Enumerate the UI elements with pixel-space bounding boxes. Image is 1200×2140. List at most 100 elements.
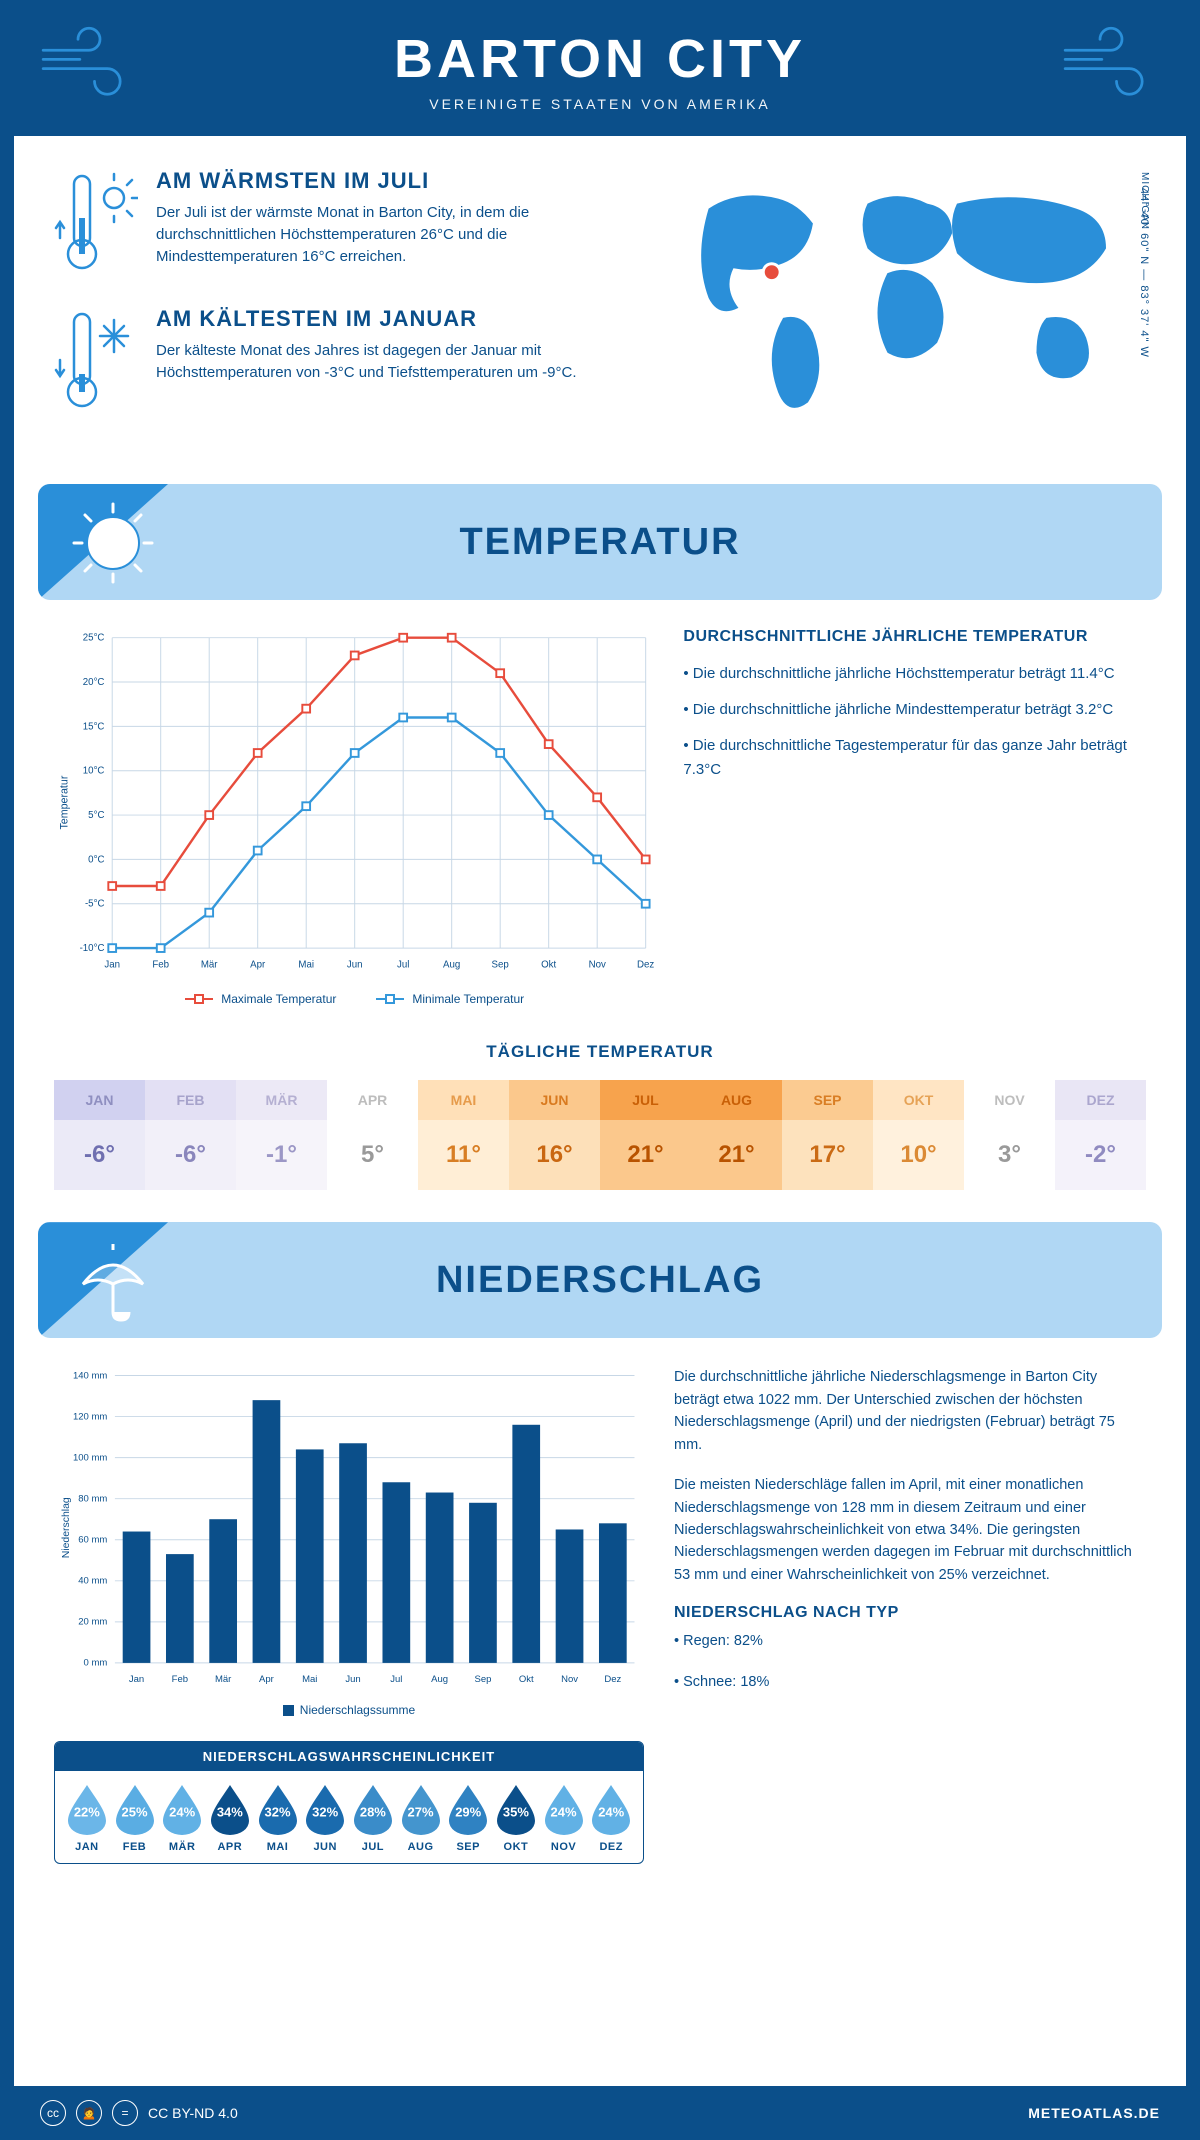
warmest-fact: AM WÄRMSTEN IM JULI Der Juli ist der wär… [54, 168, 625, 278]
svg-text:140 mm: 140 mm [73, 1371, 107, 1382]
svg-text:Aug: Aug [431, 1674, 448, 1685]
svg-text:Sep: Sep [474, 1674, 491, 1685]
nd-icon: = [112, 2100, 138, 2126]
prob-cell: 28%JUL [349, 1783, 397, 1853]
svg-text:Okt: Okt [519, 1674, 534, 1685]
cc-icon: cc [40, 2100, 66, 2126]
temp-info-bullet: • Die durchschnittliche Tagestemperatur … [683, 734, 1146, 782]
temp-cell: JAN-6° [54, 1080, 145, 1190]
svg-text:Feb: Feb [172, 1674, 188, 1685]
svg-text:0°C: 0°C [88, 854, 104, 865]
temp-cell: APR5° [327, 1080, 418, 1190]
svg-text:15°C: 15°C [83, 721, 105, 732]
coordinates: 44° 40' 60" N — 83° 37' 4" W [1138, 188, 1150, 358]
svg-text:5°C: 5°C [88, 810, 104, 821]
svg-text:Niederschlag: Niederschlag [61, 1497, 72, 1558]
svg-text:Aug: Aug [443, 959, 460, 970]
svg-text:Mär: Mär [215, 1674, 231, 1685]
temp-cell: AUG21° [691, 1080, 782, 1190]
svg-text:Temperatur: Temperatur [59, 775, 71, 829]
line-chart-legend: Maximale Temperatur Minimale Temperatur [54, 992, 655, 1006]
prob-cell: 32%JUN [301, 1783, 349, 1853]
svg-text:Okt: Okt [541, 959, 556, 970]
site-name: METEOATLAS.DE [1028, 2105, 1160, 2121]
temp-cell: MÄR-1° [236, 1080, 327, 1190]
daily-temp-title: TÄGLICHE TEMPERATUR [14, 1042, 1186, 1062]
city-title: BARTON CITY [14, 28, 1186, 90]
temp-info-bullet: • Die durchschnittliche jährliche Mindes… [683, 698, 1146, 722]
daily-temp-table: JAN-6°FEB-6°MÄR-1°APR5°MAI11°JUN16°JUL21… [54, 1080, 1146, 1190]
svg-text:Apr: Apr [259, 1674, 274, 1685]
country-subtitle: VEREINIGTE STAATEN VON AMERIKA [14, 96, 1186, 112]
svg-text:20°C: 20°C [83, 677, 105, 688]
svg-text:100 mm: 100 mm [73, 1453, 107, 1464]
bar-chart-legend: Niederschlagssumme [54, 1703, 644, 1717]
svg-text:Apr: Apr [250, 959, 266, 970]
prob-cell: 34%APR [206, 1783, 254, 1853]
thermometer-cold-icon [54, 306, 138, 416]
temp-cell: FEB-6° [145, 1080, 236, 1190]
coldest-title: AM KÄLTESTEN IM JANUAR [156, 306, 625, 332]
svg-text:Jun: Jun [347, 959, 363, 970]
prob-cell: 25%FEB [111, 1783, 159, 1853]
svg-text:Jan: Jan [104, 959, 120, 970]
precip-type-title: NIEDERSCHLAG NACH TYP [674, 1604, 1146, 1622]
by-icon: 🙍 [76, 2100, 102, 2126]
prob-cell: 35%OKT [492, 1783, 540, 1853]
precip-type-rain: • Regen: 82% [674, 1630, 1146, 1652]
temp-info-bullet: • Die durchschnittliche jährliche Höchst… [683, 662, 1146, 686]
temp-cell: SEP17° [782, 1080, 873, 1190]
svg-text:Jan: Jan [129, 1674, 144, 1685]
svg-text:Sep: Sep [492, 959, 509, 970]
temperature-heading: TEMPERATUR [459, 521, 740, 564]
temperature-section-banner: TEMPERATUR [38, 484, 1162, 600]
svg-text:-5°C: -5°C [85, 899, 104, 910]
temperature-line-chart: -10°C-5°C0°C5°C10°C15°C20°C25°CJanFebMär… [54, 628, 655, 977]
temp-cell: JUL21° [600, 1080, 691, 1190]
world-map [649, 168, 1146, 428]
svg-text:80 mm: 80 mm [78, 1494, 107, 1505]
sun-icon [68, 498, 158, 588]
page-header: BARTON CITY VEREINIGTE STAATEN VON AMERI… [14, 0, 1186, 136]
svg-text:Jul: Jul [397, 959, 409, 970]
precipitation-heading: NIEDERSCHLAG [436, 1259, 764, 1302]
svg-text:120 mm: 120 mm [73, 1412, 107, 1423]
coldest-fact: AM KÄLTESTEN IM JANUAR Der kälteste Mona… [54, 306, 625, 416]
license-text: CC BY-ND 4.0 [148, 2105, 238, 2121]
thermometer-hot-icon [54, 168, 138, 278]
svg-text:60 mm: 60 mm [78, 1535, 107, 1546]
svg-text:20 mm: 20 mm [78, 1617, 107, 1628]
temp-cell: MAI11° [418, 1080, 509, 1190]
prob-cell: 24%MÄR [158, 1783, 206, 1853]
wind-icon [34, 24, 144, 104]
svg-text:Mai: Mai [302, 1674, 317, 1685]
svg-text:0 mm: 0 mm [84, 1658, 108, 1669]
svg-text:Mär: Mär [201, 959, 218, 970]
svg-text:-10°C: -10°C [80, 943, 105, 954]
prob-cell: 24%NOV [540, 1783, 588, 1853]
temp-info-title: DURCHSCHNITTLICHE JÄHRLICHE TEMPERATUR [683, 628, 1146, 646]
precip-paragraph: Die durchschnittliche jährliche Niedersc… [674, 1366, 1146, 1456]
svg-text:Nov: Nov [561, 1674, 578, 1685]
precipitation-bar-chart: 0 mm 20 mm 40 mm 60 mm 80 mm 100 mm 120 mm 140 … [54, 1366, 644, 1690]
temp-cell: JUN16° [509, 1080, 600, 1190]
umbrella-icon [68, 1236, 158, 1326]
warmest-title: AM WÄRMSTEN IM JULI [156, 168, 625, 194]
svg-text:Dez: Dez [604, 1674, 621, 1685]
svg-text:Mai: Mai [298, 959, 314, 970]
prob-title: NIEDERSCHLAGSWAHRSCHEINLICHKEIT [55, 1742, 643, 1771]
precip-paragraph: Die meisten Niederschläge fallen im Apri… [674, 1474, 1146, 1586]
svg-text:40 mm: 40 mm [78, 1576, 107, 1587]
svg-text:Feb: Feb [152, 959, 169, 970]
prob-cell: 27%AUG [397, 1783, 445, 1853]
precipitation-probability-box: NIEDERSCHLAGSWAHRSCHEINLICHKEIT 22%JAN25… [54, 1741, 644, 1864]
warmest-text: Der Juli ist der wärmste Monat in Barton… [156, 202, 625, 267]
temp-cell: NOV3° [964, 1080, 1055, 1190]
svg-text:Jun: Jun [345, 1674, 360, 1685]
legend-min-temp: Minimale Temperatur [412, 992, 524, 1006]
prob-cell: 22%JAN [63, 1783, 111, 1853]
precip-type-snow: • Schnee: 18% [674, 1671, 1146, 1693]
svg-text:Dez: Dez [637, 959, 654, 970]
prob-cell: 29%SEP [444, 1783, 492, 1853]
wind-icon [1056, 24, 1166, 104]
